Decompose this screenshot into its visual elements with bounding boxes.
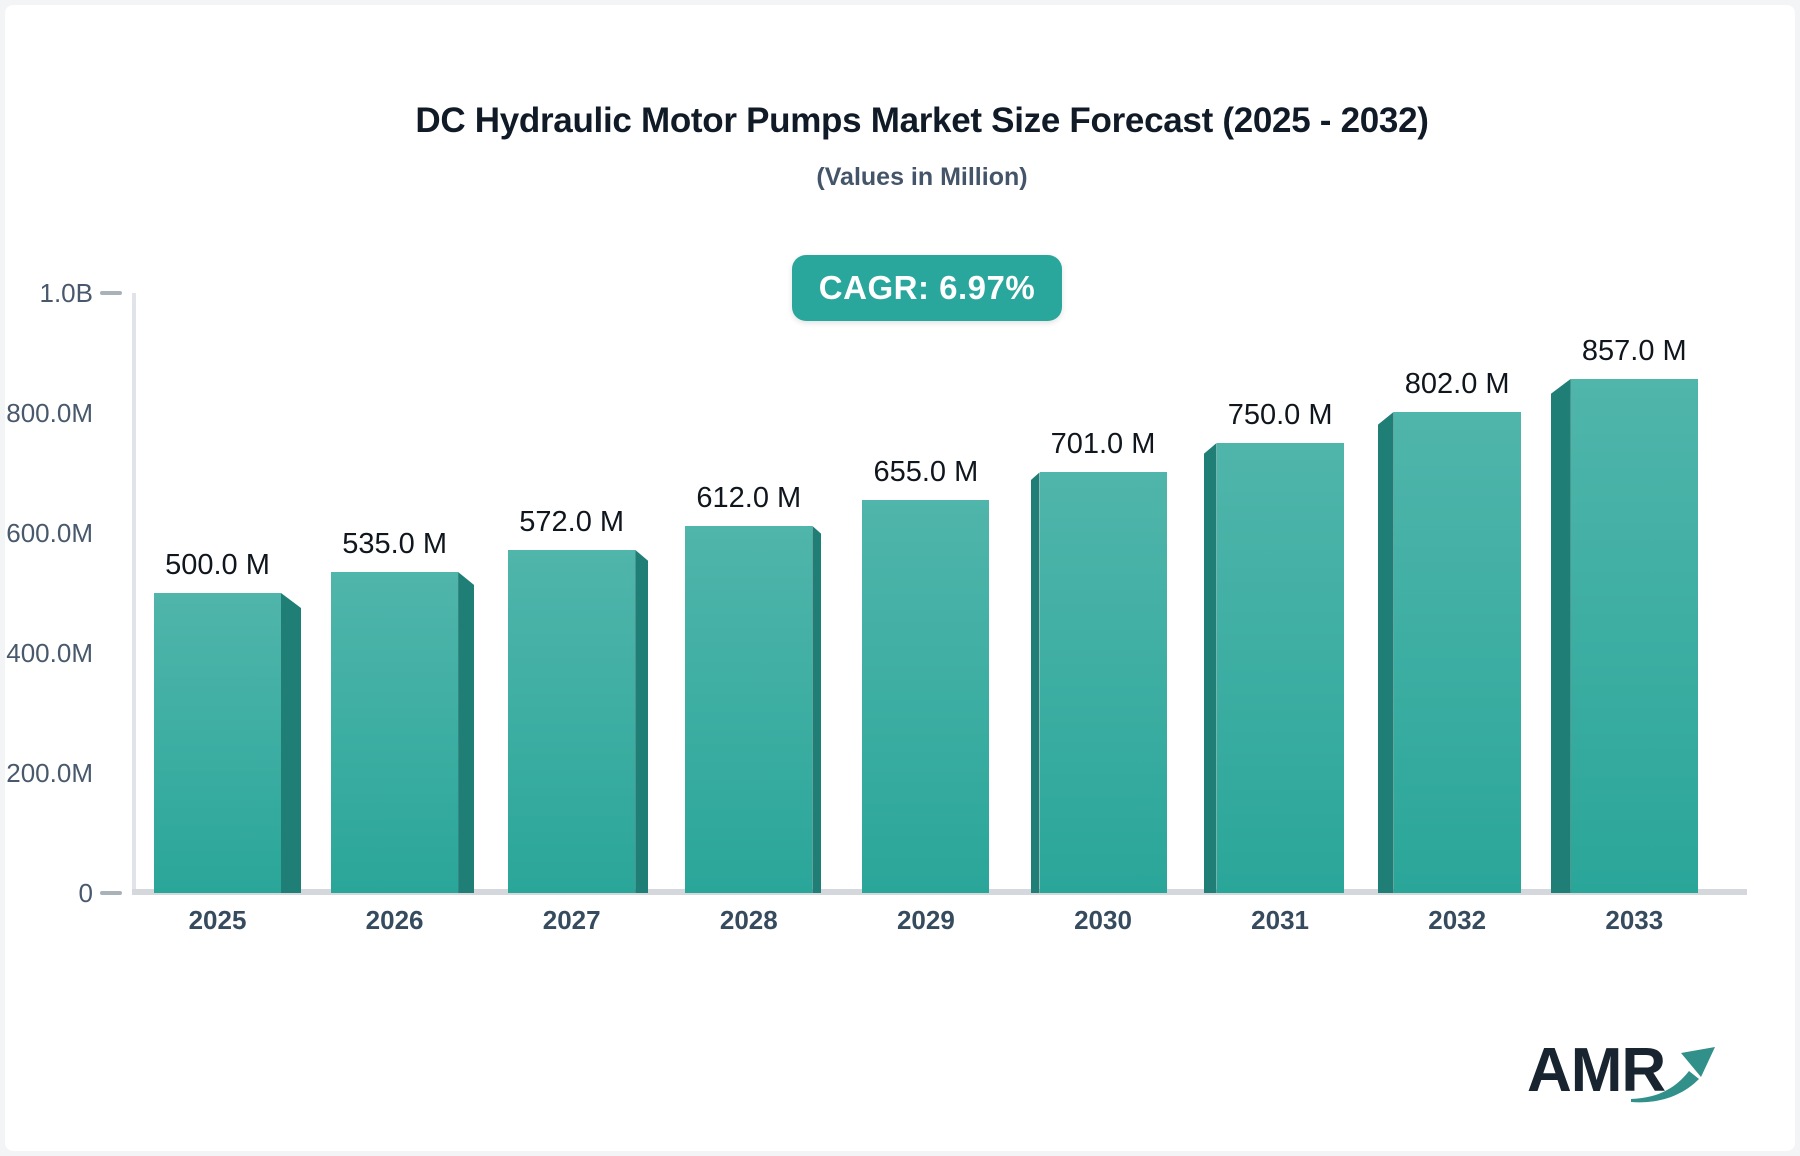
y-axis-label: 400.0M [6, 638, 93, 668]
x-axis-label: 2029 [896, 905, 955, 935]
bar-value-label: 857.0 M [1581, 334, 1687, 367]
bar-side-face [1203, 443, 1217, 893]
x-axis-label: 2026 [365, 905, 424, 935]
bar [1039, 472, 1167, 893]
y-axis-label: 200.0M [6, 758, 93, 788]
y-axis-tick [100, 891, 122, 895]
chart-header: DC Hydraulic Motor Pumps Market Size For… [49, 101, 1795, 192]
bar-value-label: 612.0 M [696, 481, 802, 514]
bar [154, 593, 281, 893]
cagr-badge: CAGR: 6.97% [792, 255, 1062, 321]
chart-subtitle: (Values in Million) [816, 163, 1028, 191]
bar-value-label: 500.0 M [165, 549, 270, 581]
bar [1393, 411, 1521, 893]
y-axis-label: 1.0B [39, 278, 94, 308]
bar-value-label: 802.0 M [1404, 367, 1510, 400]
x-axis-label: 2028 [719, 905, 778, 935]
bar-value-label: 535.0 M [342, 528, 447, 560]
bar-side-face [1030, 472, 1040, 893]
x-axis-label: 2030 [1074, 905, 1132, 935]
bar [508, 549, 636, 893]
amr-logo: AMR [1527, 1035, 1717, 1115]
bar-value-label: 572.0 M [519, 505, 625, 538]
y-axis-tick [100, 291, 122, 295]
x-axis-label: 2033 [1605, 905, 1664, 935]
plot-area: 500.0 M 2025 535.0 M 2026 572.0 M 2027 612.0 M… [132, 293, 1747, 935]
x-axis-label: 2027 [542, 905, 601, 935]
y-axis-label: 800.0M [6, 398, 93, 428]
bar [1570, 378, 1698, 893]
bar-side-face [812, 525, 822, 893]
chart-card: DC Hydraulic Motor Pumps Market Size For… [5, 5, 1795, 1151]
bar [331, 572, 459, 893]
bar-side-face [1377, 411, 1394, 893]
bar-side-face [635, 549, 649, 893]
bar-side-face [281, 593, 301, 893]
bar [862, 500, 990, 893]
x-axis-label: 2031 [1251, 905, 1310, 935]
growth-arrow-icon [1631, 1047, 1715, 1103]
y-axis-line [132, 293, 136, 894]
bar-value-label: 750.0 M [1227, 399, 1333, 431]
bar [1216, 443, 1344, 893]
y-axis-label: 0 [78, 878, 93, 908]
logo-text: AMR [1527, 1036, 1666, 1105]
bar-value-label: 655.0 M [873, 456, 979, 488]
chart-title: DC Hydraulic Motor Pumps Market Size For… [415, 101, 1429, 140]
bar-value-label: 701.0 M [1050, 428, 1156, 461]
y-axis-label: 600.0M [6, 518, 93, 548]
bar-side-face [1550, 378, 1571, 893]
bar [685, 525, 813, 893]
bar-side-face [458, 572, 475, 893]
x-axis-label: 2032 [1428, 905, 1487, 935]
x-axis-label: 2025 [188, 905, 247, 935]
